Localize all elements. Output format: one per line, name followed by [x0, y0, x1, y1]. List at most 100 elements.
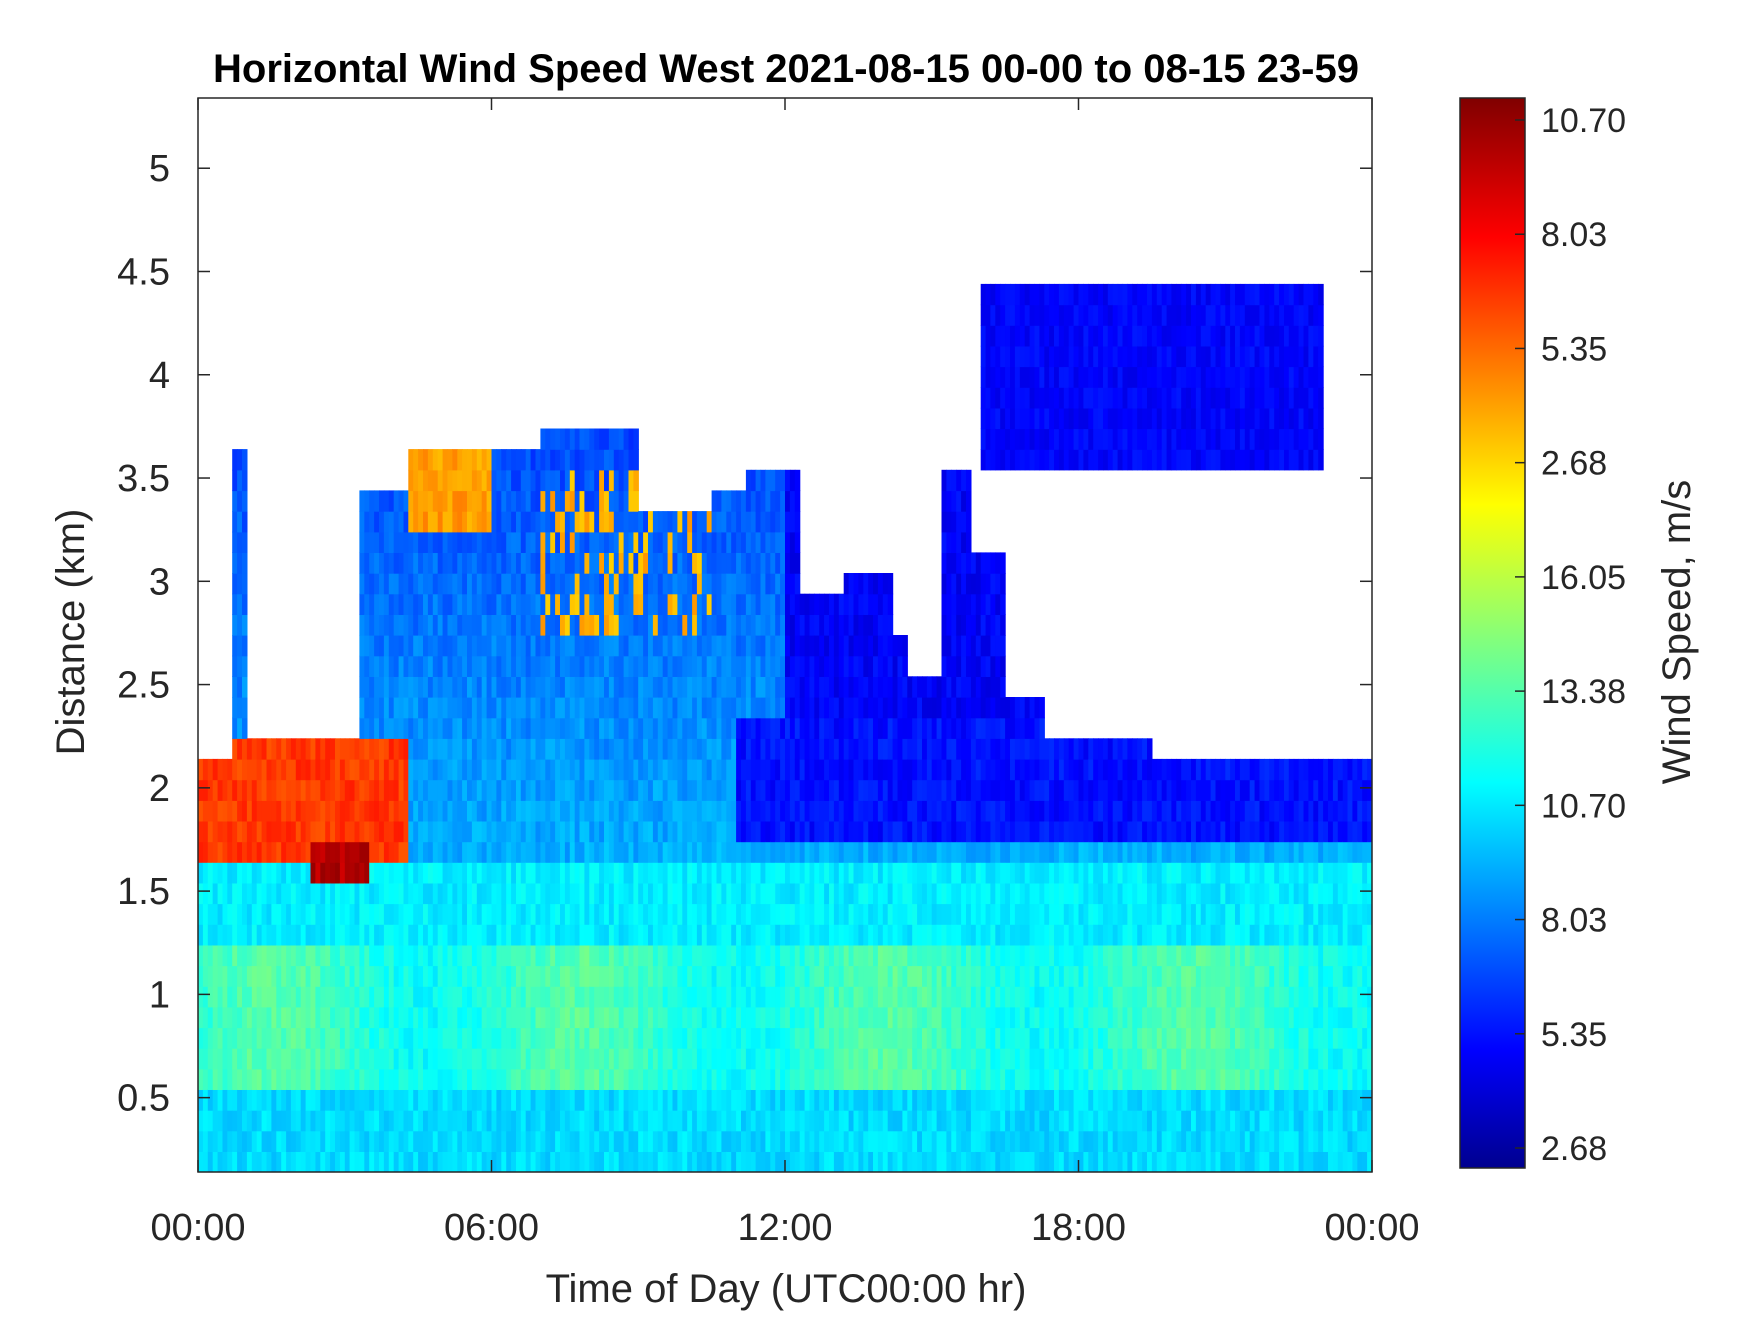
heatmap-cell: [237, 511, 243, 533]
heatmap-cell: [643, 779, 649, 801]
heatmap-cell: [652, 717, 659, 739]
heatmap-cell: [525, 614, 532, 636]
heatmap-cell: [202, 1110, 209, 1132]
heatmap-cell: [618, 1048, 625, 1070]
heatmap-cell: [335, 903, 341, 925]
heatmap-cell: [305, 862, 312, 884]
heatmap-cell: [545, 758, 551, 781]
heatmap-cell: [750, 841, 757, 863]
heatmap-cell: [775, 552, 781, 574]
heatmap-cell: [491, 1110, 497, 1132]
heatmap-cell: [726, 1048, 732, 1070]
heatmap-cell: [956, 635, 962, 657]
heatmap-cell: [975, 593, 982, 615]
heatmap-cell: [535, 614, 541, 636]
heatmap-cell: [550, 552, 556, 574]
heatmap-cell: [525, 841, 532, 863]
heatmap-cell: [486, 944, 493, 967]
heatmap-cell: [540, 779, 546, 801]
heatmap-cell: [540, 614, 546, 636]
heatmap-cell: [863, 903, 869, 925]
heatmap-cell: [848, 1027, 855, 1049]
heatmap-cell: [335, 1006, 341, 1029]
heatmap-cell: [286, 820, 292, 843]
heatmap-cell: [799, 614, 806, 636]
heatmap-cell: [848, 965, 855, 987]
heatmap-cell: [486, 635, 493, 657]
heatmap-cell: [863, 1151, 869, 1172]
heatmap-cell: [868, 1048, 874, 1070]
heatmap-cell: [432, 573, 439, 595]
heatmap-cell: [550, 1027, 556, 1049]
heatmap-cell: [843, 903, 850, 925]
heatmap-cell: [266, 841, 272, 863]
heatmap-cell: [237, 862, 243, 884]
heatmap-cell: [379, 986, 385, 1008]
heatmap-cell: [892, 635, 899, 657]
heatmap-cell: [936, 676, 943, 698]
heatmap-cell: [672, 965, 678, 987]
heatmap-cell: [917, 800, 923, 822]
heatmap-cell: [819, 1048, 825, 1070]
heatmap-cell: [276, 986, 282, 1008]
heatmap-cell: [843, 1048, 850, 1070]
heatmap-cell: [242, 531, 248, 553]
heatmap-cell: [276, 903, 282, 925]
heatmap-cell: [354, 903, 360, 925]
heatmap-cell: [975, 717, 982, 739]
heatmap-cell: [589, 573, 595, 595]
heatmap-cell: [843, 1110, 850, 1132]
heatmap-cell: [814, 1110, 820, 1132]
heatmap-cell: [408, 469, 414, 492]
heatmap-cell: [917, 1110, 923, 1132]
heatmap-cell: [682, 862, 688, 884]
heatmap-cell: [286, 924, 292, 946]
heatmap-cell: [579, 1089, 585, 1111]
heatmap-cell: [731, 490, 737, 512]
heatmap-cell: [736, 697, 742, 719]
heatmap-cell: [794, 820, 801, 843]
heatmap-cell: [379, 1068, 385, 1090]
heatmap-cell: [496, 944, 502, 967]
heatmap-cell: [403, 614, 409, 636]
heatmap-cell: [819, 862, 825, 884]
heatmap-cell: [912, 1089, 918, 1111]
heatmap-cell: [613, 676, 620, 698]
heatmap-cell: [961, 717, 967, 739]
heatmap-cell: [745, 882, 752, 905]
heatmap-cell: [330, 820, 336, 843]
heatmap-cell: [374, 552, 380, 574]
heatmap-cell: [569, 655, 576, 677]
heatmap-cell: [281, 1068, 287, 1090]
heatmap-cell: [560, 490, 566, 512]
heatmap-cell: [217, 924, 224, 946]
heatmap-cell: [569, 800, 576, 822]
heatmap-cell: [442, 676, 449, 698]
heatmap-cell: [741, 614, 747, 636]
heatmap-cell: [594, 469, 600, 492]
heatmap-cell: [907, 1089, 913, 1111]
heatmap-cell: [418, 841, 424, 863]
heatmap-cell: [427, 1048, 434, 1070]
heatmap-cell: [692, 1027, 698, 1049]
heatmap-cell: [897, 903, 903, 925]
heatmap-cell: [789, 717, 796, 739]
heatmap-cell: [809, 1089, 815, 1111]
heatmap-cell: [198, 1151, 204, 1172]
heatmap-cell: [354, 738, 360, 760]
heatmap-cell: [809, 635, 815, 657]
heatmap-cell: [496, 882, 502, 905]
heatmap-cell: [584, 924, 590, 946]
heatmap-cell: [829, 841, 835, 863]
heatmap-cell: [672, 1068, 678, 1090]
heatmap-cell: [780, 1068, 786, 1090]
heatmap-cell: [476, 820, 483, 843]
heatmap-cell: [525, 593, 532, 615]
heatmap-cell: [785, 469, 791, 492]
heatmap-cell: [427, 758, 434, 781]
heatmap-cell: [491, 1151, 497, 1172]
heatmap-cell: [936, 1027, 943, 1049]
heatmap-cell: [432, 1110, 439, 1132]
heatmap-cell: [569, 1027, 576, 1049]
heatmap-cell: [452, 1048, 458, 1070]
